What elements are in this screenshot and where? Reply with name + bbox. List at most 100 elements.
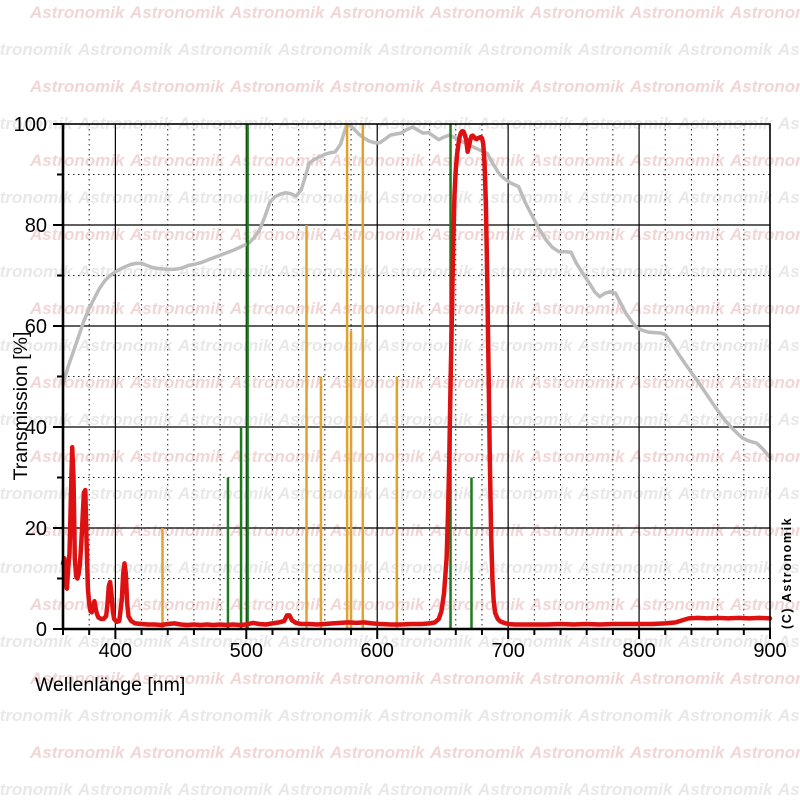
watermark-text: Astronomik bbox=[729, 77, 800, 96]
watermark-text: Astronomik bbox=[0, 558, 74, 577]
watermark-text: Astronomik bbox=[277, 706, 374, 725]
watermark-text: Astronomik bbox=[229, 743, 326, 762]
watermark-text: Astronomik bbox=[277, 262, 374, 281]
watermark-text: Astronomik bbox=[729, 373, 800, 392]
watermark-text: Astronomik bbox=[329, 669, 426, 688]
watermark-text: Astronomik bbox=[629, 77, 726, 96]
y-tick-label: 40 bbox=[25, 417, 47, 439]
watermark-text: Astronomik bbox=[77, 484, 174, 503]
watermark-text: Astronomik bbox=[29, 521, 126, 540]
watermark-text: Astronomik bbox=[729, 3, 800, 22]
watermark-text: Astronomik bbox=[577, 40, 674, 59]
watermark-text: Astronomik bbox=[0, 706, 74, 725]
watermark-text: Astronomik bbox=[477, 188, 574, 207]
watermark-text: Astronomik bbox=[229, 373, 326, 392]
watermark-text: Astronomik bbox=[177, 40, 274, 59]
watermark-text: Astronomik bbox=[377, 188, 474, 207]
watermark-text: Astronomik bbox=[0, 410, 74, 429]
watermark-text: Astronomik bbox=[129, 373, 226, 392]
watermark-text: Astronomik bbox=[529, 373, 626, 392]
watermark-text: Astronomik bbox=[677, 262, 774, 281]
watermark-text: Astronomik bbox=[29, 225, 126, 244]
watermark-text: Astronomik bbox=[429, 151, 526, 170]
watermark-text: Astronomik bbox=[129, 595, 226, 614]
watermark-text: Astronomik bbox=[529, 521, 626, 540]
y-tick-label: 0 bbox=[36, 619, 47, 641]
watermark-text: Astronomik bbox=[277, 336, 374, 355]
watermark-text: Astronomik bbox=[629, 151, 726, 170]
watermark-text: Astronomik bbox=[529, 743, 626, 762]
watermark-text: Astronomik bbox=[577, 410, 674, 429]
watermark-text: Astronomik bbox=[177, 262, 274, 281]
watermark-text: Astronomik bbox=[129, 447, 226, 466]
watermark-text: Astronomik bbox=[77, 40, 174, 59]
watermark-text: Astronomik bbox=[377, 484, 474, 503]
watermark-text: Astronomik bbox=[629, 299, 726, 318]
watermark-text: Astronomik bbox=[729, 447, 800, 466]
watermark-text: Astronomik bbox=[577, 632, 674, 651]
watermark-text: Astronomik bbox=[0, 188, 74, 207]
watermark-text: Astronomik bbox=[429, 3, 526, 22]
watermark-text: Astronomik bbox=[129, 669, 226, 688]
y-tick-label: 60 bbox=[25, 316, 47, 338]
y-axis-title: Transmission [%] bbox=[10, 332, 32, 481]
watermark-text: Astronomik bbox=[429, 373, 526, 392]
watermark-text: Astronomik bbox=[229, 3, 326, 22]
watermark-text: Astronomik bbox=[577, 262, 674, 281]
watermark-text: Astronomik bbox=[0, 780, 74, 799]
watermark-text: Astronomik bbox=[777, 40, 800, 59]
watermark-text: Astronomik bbox=[229, 225, 326, 244]
watermark-text: Astronomik bbox=[277, 558, 374, 577]
watermark-text: Astronomik bbox=[529, 151, 626, 170]
watermark-text: Astronomik bbox=[677, 40, 774, 59]
watermark-text: Astronomik bbox=[677, 706, 774, 725]
watermark-text: Astronomik bbox=[577, 336, 674, 355]
watermark-text: Astronomik bbox=[629, 521, 726, 540]
watermark-text: Astronomik bbox=[477, 410, 574, 429]
watermark-text: Astronomik bbox=[77, 336, 174, 355]
watermark-text: Astronomik bbox=[177, 706, 274, 725]
watermark-text: Astronomik bbox=[577, 484, 674, 503]
watermark-text: Astronomik bbox=[529, 595, 626, 614]
watermark-text: Astronomik bbox=[129, 299, 226, 318]
watermark-text: Astronomik bbox=[729, 521, 800, 540]
watermark-text: Astronomik bbox=[729, 595, 800, 614]
watermark-text: Astronomik bbox=[777, 632, 800, 651]
watermark-text: Astronomik bbox=[777, 780, 800, 799]
watermark-text: Astronomik bbox=[0, 336, 74, 355]
axes-layer: 400 500 600 700 800 900 0 20 40 60 80 100 Wellenläng… bbox=[10, 114, 787, 696]
watermark-text: Astronomik bbox=[177, 188, 274, 207]
watermark-text: Astronomik bbox=[129, 743, 226, 762]
watermark-text: Astronomik bbox=[29, 669, 126, 688]
watermark-text: Astronomik bbox=[529, 669, 626, 688]
watermark-text: Astronomik bbox=[429, 669, 526, 688]
watermark-text: Astronomik bbox=[777, 706, 800, 725]
watermark-text: Astronomik bbox=[777, 484, 800, 503]
watermark-text: Astronomik bbox=[377, 336, 474, 355]
watermark-text: Astronomik bbox=[377, 632, 474, 651]
watermark-text: Astronomik bbox=[377, 262, 474, 281]
x-tick-label: 500 bbox=[230, 640, 263, 662]
watermark-text: Astronomik bbox=[477, 558, 574, 577]
watermark-text: Astronomik bbox=[29, 151, 126, 170]
watermark-text: Astronomik bbox=[577, 780, 674, 799]
watermark-text: Astronomik bbox=[629, 595, 726, 614]
watermark-text: Astronomik bbox=[29, 447, 126, 466]
watermark-text: Astronomik bbox=[729, 743, 800, 762]
watermark-text: Astronomik bbox=[677, 484, 774, 503]
watermark-text: Astronomik bbox=[77, 188, 174, 207]
watermark-text: Astronomik bbox=[377, 410, 474, 429]
watermark-text: Astronomik bbox=[777, 336, 800, 355]
y-tick-label: 80 bbox=[25, 215, 47, 237]
watermark-text: Astronomik bbox=[777, 114, 800, 133]
watermark-text: Astronomik bbox=[777, 410, 800, 429]
watermark-text: Astronomik bbox=[677, 632, 774, 651]
watermark-text: Astronomik bbox=[129, 151, 226, 170]
watermark-text: Astronomik bbox=[729, 669, 800, 688]
watermark-text: Astronomik bbox=[577, 558, 674, 577]
watermark-text: Astronomik bbox=[529, 447, 626, 466]
watermark-text: Astronomik bbox=[177, 780, 274, 799]
watermark-text: Astronomik bbox=[29, 373, 126, 392]
watermark-text: Astronomik bbox=[29, 595, 126, 614]
